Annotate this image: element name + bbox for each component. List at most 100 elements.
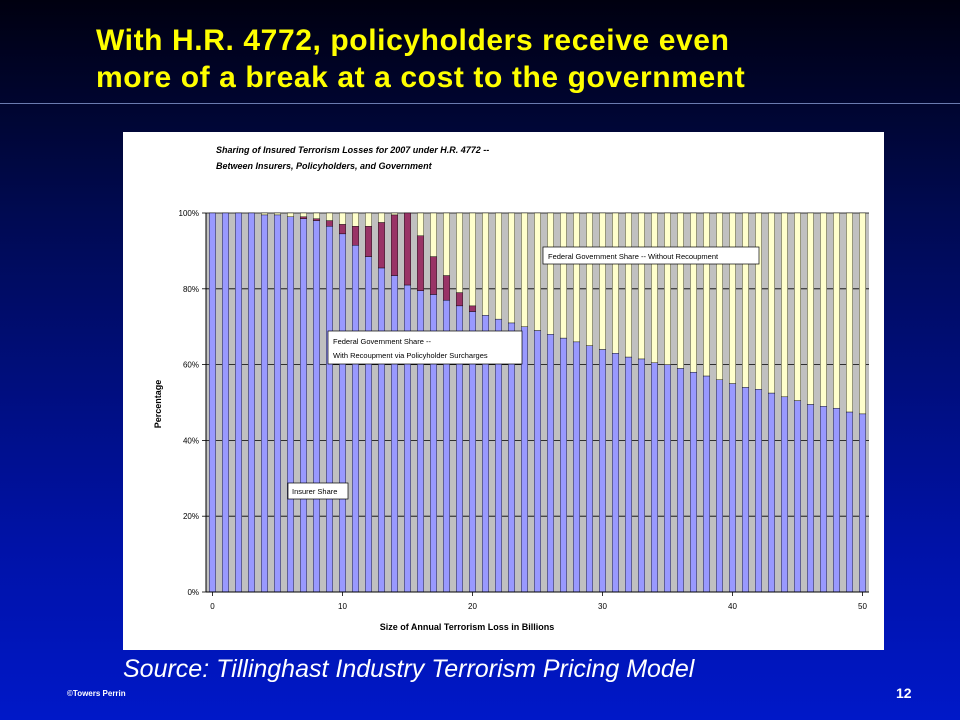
x-tick-label: 30 (598, 602, 607, 611)
bar-federal-government-share-without-recoupm (846, 212, 853, 413)
bar-federal-government-share-with-recoupment (326, 220, 333, 227)
bar-insurer-share (300, 218, 307, 593)
bar-insurer-share (209, 212, 216, 593)
y-axis-label: Percentage (153, 380, 163, 429)
bar-federal-government-share-without-recoupm (508, 212, 515, 324)
slide-title-line-2: more of a break at a cost to the governm… (96, 61, 746, 94)
bar-federal-government-share-without-recoupm (742, 212, 749, 388)
chart-title-line-2: Between Insurers, Policyholders, and Gov… (216, 161, 433, 171)
bar-federal-government-share-without-recoupm (300, 212, 307, 217)
x-tick-label: 20 (468, 602, 477, 611)
bar-insurer-share (547, 334, 554, 593)
bar-federal-government-share-with-recoupment (443, 275, 450, 301)
bar-federal-government-share-without-recoupm (456, 212, 463, 293)
annotation-no-recoupment-text: Federal Government Share -- Without Reco… (548, 252, 719, 261)
bar-federal-government-share-without-recoupm (781, 212, 788, 398)
y-tick-label: 100% (179, 209, 199, 218)
bar-federal-government-share-without-recoupm (768, 212, 775, 394)
y-tick-label: 40% (183, 436, 199, 445)
bar-insurer-share (287, 216, 294, 593)
copyright-text: ©Towers Perrin (67, 689, 126, 698)
bar-insurer-share (391, 275, 398, 593)
bar-federal-government-share-without-recoupm (378, 212, 385, 223)
bar-insurer-share (677, 368, 684, 593)
bar-federal-government-share-with-recoupment (456, 292, 463, 307)
annotation-with-recoupment: Federal Government Share -- With Recoupm… (327, 330, 523, 365)
bar-federal-government-share-without-recoupm (586, 212, 593, 346)
bar-federal-government-share-without-recoupm (534, 212, 541, 331)
x-tick-label: 0 (210, 602, 215, 611)
bar-insurer-share (313, 220, 320, 593)
bar-federal-government-share-without-recoupm (482, 212, 489, 316)
bar-insurer-share (638, 358, 645, 593)
chart-panel: Sharing of Insured Terrorism Losses for … (123, 132, 884, 650)
bar-federal-government-share-without-recoupm (859, 212, 866, 415)
bar-federal-government-share-without-recoupm (469, 212, 476, 307)
bar-federal-government-share-without-recoupm (677, 212, 684, 369)
bar-insurer-share (612, 353, 619, 593)
bar-insurer-share (625, 356, 632, 593)
bar-federal-government-share-without-recoupm (547, 212, 554, 335)
bar-insurer-share (807, 404, 814, 593)
bar-insurer-share (534, 330, 541, 593)
bar-federal-government-share-without-recoupm (599, 212, 606, 350)
bar-federal-government-share-with-recoupment (300, 216, 307, 219)
x-tick-label: 50 (858, 602, 867, 611)
bar-federal-government-share-without-recoupm (287, 212, 294, 217)
source-note: Source: Tillinghast Industry Terrorism P… (123, 655, 695, 683)
bar-insurer-share (651, 362, 658, 593)
bar-federal-government-share-without-recoupm (339, 212, 346, 225)
bar-federal-government-share-without-recoupm (573, 212, 580, 343)
bar-insurer-share (560, 337, 567, 593)
bar-insurer-share (781, 396, 788, 593)
bar-federal-government-share-with-recoupment (378, 222, 385, 269)
bar-insurer-share (573, 341, 580, 593)
axes (205, 213, 869, 593)
y-tick-label: 20% (183, 512, 199, 521)
tick-labels: 0% 20% 40% 60% 80% 100% 0 10 20 30 40 50 (179, 209, 868, 611)
bar-federal-government-share-with-recoupment (391, 214, 398, 276)
bar-federal-government-share-without-recoupm (651, 212, 658, 363)
x-tick-label: 40 (728, 602, 737, 611)
bar-insurer-share (690, 371, 697, 593)
bar-insurer-share (833, 407, 840, 593)
bar-insurer-share (222, 212, 229, 593)
annotation-insurer-share: Insurer Share (287, 482, 349, 500)
y-tick-label: 0% (187, 588, 199, 597)
bar-insurer-share (742, 387, 749, 593)
bar-insurer-share (768, 392, 775, 593)
bar-federal-government-share-without-recoupm (755, 212, 762, 390)
bar-insurer-share (586, 345, 593, 593)
bar-federal-government-share-without-recoupm (612, 212, 619, 354)
bar-federal-government-share-without-recoupm (261, 212, 268, 216)
bar-federal-government-share-with-recoupment (365, 226, 372, 257)
bar-insurer-share (755, 389, 762, 593)
bar-federal-government-share-without-recoupm (703, 212, 710, 377)
bar-federal-government-share-without-recoupm (625, 212, 632, 358)
bar-federal-government-share-without-recoupm (326, 212, 333, 221)
bar-federal-government-share-without-recoupm (443, 212, 450, 276)
bar-federal-government-share-without-recoupm (638, 212, 645, 360)
bar-insurer-share (729, 383, 736, 593)
bar-federal-government-share-without-recoupm (391, 212, 398, 216)
bar-insurer-share (664, 364, 671, 593)
bar-insurer-share (716, 379, 723, 593)
bar-insurer-share (599, 349, 606, 593)
bar-federal-government-share-without-recoupm (417, 212, 424, 236)
bar-federal-government-share-with-recoupment (339, 224, 346, 235)
page-number: 12 (896, 685, 912, 701)
slide-title-line-1: With H.R. 4772, policyholders receive ev… (96, 24, 730, 57)
bar-federal-government-share-without-recoupm (274, 212, 281, 216)
bar-federal-government-share-without-recoupm (313, 212, 320, 219)
x-axis-label: Size of Annual Terrorism Loss in Billion… (380, 622, 555, 632)
annotation-no-recoupment: Federal Government Share -- Without Reco… (542, 246, 760, 265)
bar-insurer-share (794, 400, 801, 593)
bar-insurer-share (352, 245, 359, 593)
bar-insurer-share (235, 212, 242, 593)
bar-federal-government-share-with-recoupment (417, 235, 424, 291)
bar-insurer-share (521, 326, 528, 593)
bar-insurer-share (274, 214, 281, 593)
y-tick-label: 80% (183, 285, 199, 294)
bar-federal-government-share-without-recoupm (664, 212, 671, 365)
bar-federal-government-share-without-recoupm (807, 212, 814, 405)
